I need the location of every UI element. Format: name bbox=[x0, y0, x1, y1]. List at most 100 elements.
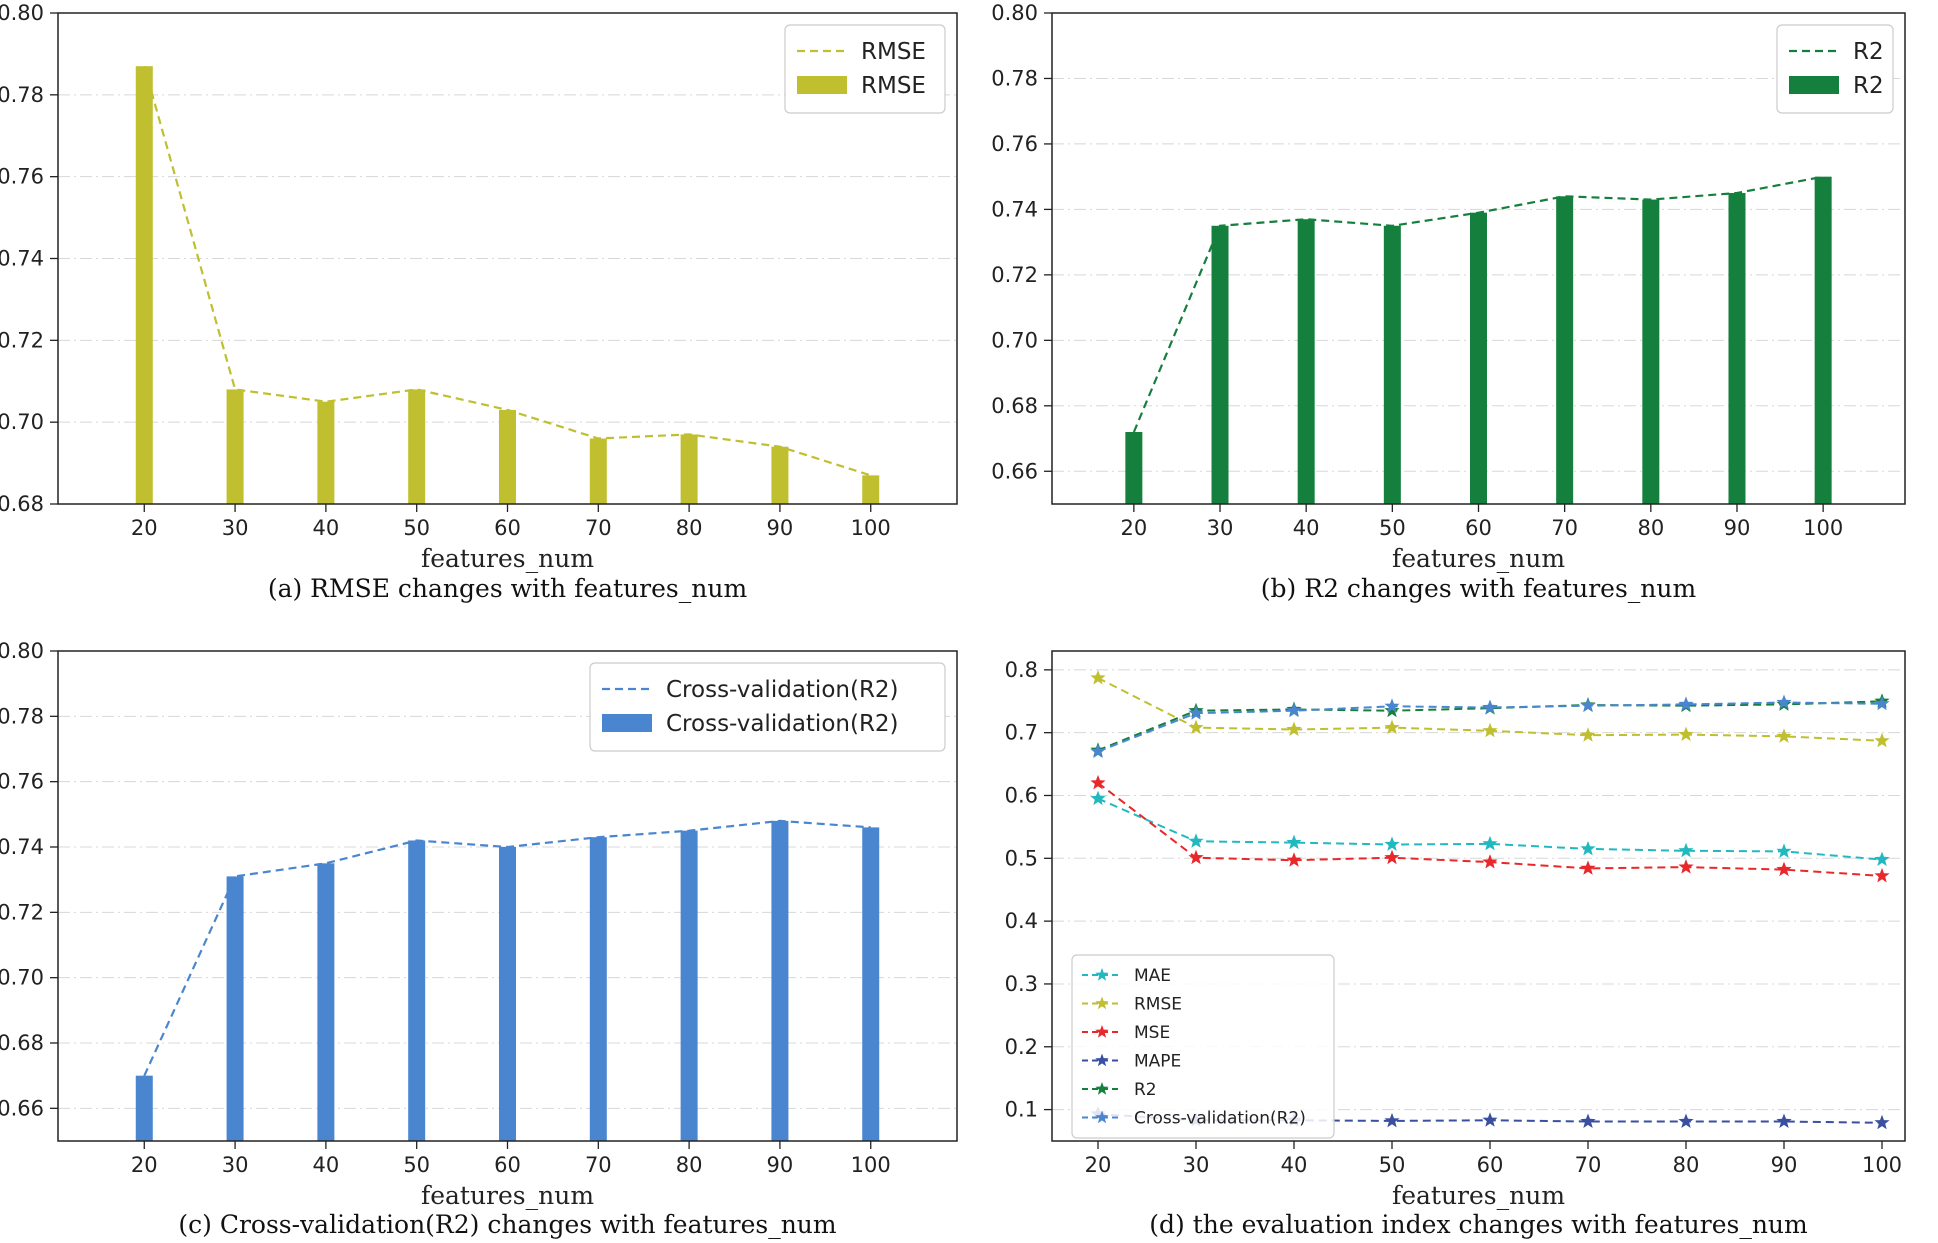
x-tick-label: 100 bbox=[851, 1153, 891, 1177]
y-tick-label: 0.72 bbox=[991, 263, 1038, 287]
panel-caption: (a) RMSE changes with features_num bbox=[268, 574, 748, 603]
panel-a: 0.68 0.70 0.72 0.74 0.76 0.78 0.80 20 30 40 50 60 70… bbox=[0, 1, 958, 603]
x-tick-label: 60 bbox=[1465, 516, 1492, 540]
panel-caption: (c) Cross-validation(R2) changes with fe… bbox=[178, 1210, 837, 1239]
series-line bbox=[143, 819, 871, 1077]
legend-bar-swatch bbox=[602, 714, 652, 732]
bar-90 bbox=[771, 446, 789, 504]
bar-100 bbox=[862, 827, 880, 1141]
x-tick-label: 90 bbox=[767, 516, 794, 540]
marker-20 bbox=[1090, 774, 1106, 790]
x-tick-label: 30 bbox=[222, 1153, 249, 1177]
marker-80 bbox=[1678, 859, 1694, 874]
series-Cross-validation(R2) bbox=[1090, 694, 1890, 758]
y-tick-label: 0.68 bbox=[991, 394, 1038, 418]
x-tick-label: 80 bbox=[676, 516, 703, 540]
marker-20 bbox=[1090, 670, 1106, 685]
legend-label: R2 bbox=[1134, 1080, 1157, 1100]
panel-d: 0.1 0.2 0.3 0.4 0.5 0.6 0.7 0.8 20 30 40 50 60 70 80 90… bbox=[1005, 650, 1906, 1239]
legend-label-line: RMSE bbox=[861, 39, 926, 65]
panel-c: 0.66 0.68 0.70 0.72 0.74 0.76 0.78 0.80 20 30 40 50… bbox=[0, 639, 958, 1239]
marker-50 bbox=[1384, 719, 1400, 735]
marker-20 bbox=[1090, 790, 1106, 806]
y-tick-label: 0.4 bbox=[1005, 909, 1038, 933]
x-tick-label: 40 bbox=[1293, 516, 1320, 540]
x-tick-label: 70 bbox=[585, 1153, 612, 1177]
legend-label-bar: RMSE bbox=[861, 73, 926, 99]
y-tick-label: 0.72 bbox=[0, 900, 44, 924]
marker-70 bbox=[1580, 860, 1596, 875]
y-tick-label: 0.74 bbox=[0, 835, 44, 859]
y-tick-label: 0.7 bbox=[1005, 721, 1038, 745]
bar-40 bbox=[1297, 219, 1315, 504]
x-tick-label: 30 bbox=[1183, 1153, 1210, 1177]
marker-50 bbox=[1384, 698, 1400, 713]
y-tick-label: 0.2 bbox=[1005, 1035, 1038, 1059]
plot-frame bbox=[57, 650, 958, 1142]
marker-40 bbox=[1286, 834, 1302, 850]
bar-20 bbox=[135, 66, 153, 505]
marker-100 bbox=[1874, 851, 1890, 866]
x-tick-label: 70 bbox=[1575, 1153, 1602, 1177]
legend-label: MAPE bbox=[1134, 1052, 1181, 1072]
y-tick-label: 0.68 bbox=[0, 1031, 44, 1055]
marker-70 bbox=[1580, 1113, 1596, 1128]
y-tick-label: 0.78 bbox=[0, 83, 44, 107]
x-tick-label: 60 bbox=[1477, 1153, 1504, 1177]
y-tick-label: 0.66 bbox=[991, 459, 1038, 483]
x-tick-label: 40 bbox=[313, 516, 340, 540]
bar-90 bbox=[771, 820, 789, 1141]
x-tick-label: 100 bbox=[1862, 1153, 1902, 1177]
x-tick-label: 50 bbox=[1379, 1153, 1406, 1177]
legend-box bbox=[1071, 954, 1335, 1139]
legend-swatch-marker bbox=[1095, 968, 1109, 981]
bar-40 bbox=[317, 401, 335, 504]
marker-80 bbox=[1678, 1113, 1694, 1128]
marker-90 bbox=[1776, 861, 1792, 877]
panel-caption: (b) R2 changes with features_num bbox=[1261, 574, 1697, 603]
marker-100 bbox=[1874, 1114, 1890, 1130]
legend-swatch-marker bbox=[1095, 1110, 1109, 1124]
x-tick-label: 20 bbox=[1085, 1153, 1112, 1177]
bar-80 bbox=[1642, 199, 1660, 504]
marker-60 bbox=[1482, 835, 1498, 851]
x-tick-label: 90 bbox=[1724, 516, 1751, 540]
series-RMSE bbox=[1090, 670, 1890, 748]
legend-swatch-marker bbox=[1095, 996, 1109, 1010]
y-tick-label: 0.76 bbox=[991, 132, 1038, 156]
marker-40 bbox=[1286, 702, 1302, 718]
bar-80 bbox=[680, 434, 698, 504]
x-tick-label: 20 bbox=[131, 516, 158, 540]
bar-30 bbox=[226, 389, 244, 504]
legend-label: MSE bbox=[1134, 1023, 1170, 1043]
bar-100 bbox=[862, 475, 880, 504]
legend-box bbox=[589, 662, 946, 752]
x-axis-label: features_num bbox=[421, 544, 594, 573]
legend-swatch-marker bbox=[1095, 1082, 1109, 1095]
x-tick-label: 100 bbox=[1803, 516, 1843, 540]
bar-60 bbox=[1470, 212, 1487, 504]
marker-30 bbox=[1188, 719, 1204, 735]
x-tick-label: 50 bbox=[1379, 516, 1406, 540]
legend-swatch-marker bbox=[1095, 1053, 1109, 1067]
marker-70 bbox=[1580, 697, 1596, 713]
marker-50 bbox=[1384, 1112, 1400, 1128]
x-tick-label: 90 bbox=[767, 1153, 794, 1177]
y-tick-label: 0.1 bbox=[1005, 1098, 1038, 1122]
x-tick-label: 40 bbox=[313, 1153, 340, 1177]
marker-30 bbox=[1188, 705, 1204, 720]
panel-b: 0.66 0.68 0.70 0.72 0.74 0.76 0.78 0.80 20 30 40 50… bbox=[991, 1, 1906, 603]
marker-80 bbox=[1678, 842, 1694, 858]
y-tick-label: 0.6 bbox=[1005, 783, 1038, 807]
marker-60 bbox=[1482, 1112, 1498, 1127]
marker-90 bbox=[1776, 728, 1792, 743]
x-axis-label: features_num bbox=[1392, 1181, 1565, 1210]
marker-90 bbox=[1776, 694, 1792, 709]
bar-70 bbox=[589, 837, 607, 1141]
series-line bbox=[1097, 797, 1883, 861]
x-tick-label: 20 bbox=[131, 1153, 158, 1177]
legend-bar-swatch bbox=[797, 76, 847, 94]
series-line bbox=[1097, 701, 1883, 753]
y-tick-label: 0.5 bbox=[1005, 846, 1038, 870]
